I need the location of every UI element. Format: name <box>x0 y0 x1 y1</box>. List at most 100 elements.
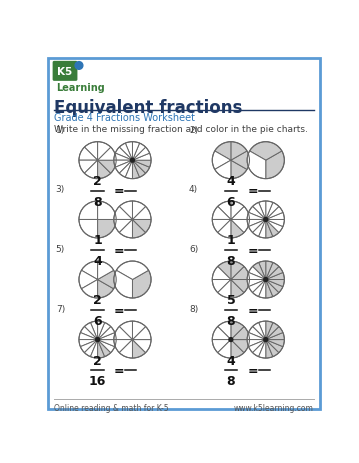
Wedge shape <box>266 263 279 280</box>
Wedge shape <box>231 161 247 179</box>
Wedge shape <box>98 321 105 340</box>
Wedge shape <box>98 327 115 340</box>
Wedge shape <box>218 340 231 358</box>
Wedge shape <box>247 151 266 179</box>
Text: 16: 16 <box>89 375 106 388</box>
Text: 4: 4 <box>227 354 235 367</box>
Wedge shape <box>98 280 114 298</box>
Wedge shape <box>84 161 98 179</box>
Wedge shape <box>266 203 279 220</box>
Wedge shape <box>231 262 244 280</box>
Wedge shape <box>212 340 231 353</box>
Text: =: = <box>114 304 125 317</box>
Text: 8: 8 <box>227 255 235 268</box>
Wedge shape <box>79 201 98 220</box>
Wedge shape <box>253 340 266 357</box>
Wedge shape <box>119 340 132 358</box>
Wedge shape <box>98 201 116 220</box>
Text: 8: 8 <box>227 314 235 327</box>
Wedge shape <box>231 280 250 293</box>
Wedge shape <box>114 161 132 168</box>
Wedge shape <box>114 271 132 298</box>
Text: =: = <box>247 364 258 377</box>
Wedge shape <box>132 220 146 238</box>
Wedge shape <box>98 161 111 179</box>
Wedge shape <box>258 321 266 340</box>
Wedge shape <box>125 161 132 179</box>
Wedge shape <box>247 333 266 340</box>
Wedge shape <box>212 151 231 170</box>
Text: 7): 7) <box>56 305 65 314</box>
Wedge shape <box>247 340 266 347</box>
Wedge shape <box>114 207 132 220</box>
Wedge shape <box>115 148 132 161</box>
Wedge shape <box>132 201 146 220</box>
Circle shape <box>95 338 99 342</box>
Text: 1: 1 <box>93 234 102 247</box>
Wedge shape <box>80 340 98 353</box>
Wedge shape <box>81 280 98 298</box>
Wedge shape <box>132 340 146 358</box>
Text: 4: 4 <box>227 175 235 188</box>
Text: =: = <box>247 185 258 198</box>
Wedge shape <box>125 143 132 161</box>
Wedge shape <box>266 333 284 340</box>
Wedge shape <box>266 340 273 358</box>
Text: =: = <box>247 244 258 257</box>
Wedge shape <box>247 273 266 280</box>
Circle shape <box>229 338 233 342</box>
Wedge shape <box>212 207 231 220</box>
Wedge shape <box>248 280 266 293</box>
Text: Write in the missing fraction and color in the pie charts.: Write in the missing fraction and color … <box>54 125 308 134</box>
Wedge shape <box>266 220 283 233</box>
Text: =: = <box>247 304 258 317</box>
Wedge shape <box>132 321 146 340</box>
Text: www.k5learning.com: www.k5learning.com <box>234 403 314 412</box>
Wedge shape <box>247 280 266 287</box>
Wedge shape <box>98 340 116 347</box>
Wedge shape <box>231 340 244 358</box>
Text: =: = <box>114 185 125 198</box>
Wedge shape <box>266 323 279 340</box>
Text: 2: 2 <box>93 175 102 188</box>
Wedge shape <box>98 333 116 340</box>
Wedge shape <box>79 161 98 174</box>
Wedge shape <box>258 220 266 238</box>
Wedge shape <box>218 262 231 280</box>
Wedge shape <box>258 262 266 280</box>
Wedge shape <box>119 321 132 340</box>
Wedge shape <box>266 340 279 357</box>
Wedge shape <box>258 201 266 220</box>
Wedge shape <box>250 143 282 161</box>
Wedge shape <box>266 220 284 227</box>
Wedge shape <box>215 161 231 179</box>
Wedge shape <box>218 280 231 298</box>
Wedge shape <box>90 321 98 340</box>
Wedge shape <box>253 323 266 340</box>
Wedge shape <box>132 220 151 233</box>
Wedge shape <box>253 220 266 237</box>
Text: Equivalent fractions: Equivalent fractions <box>54 99 243 117</box>
Wedge shape <box>231 207 250 220</box>
Wedge shape <box>114 327 132 340</box>
Text: 4: 4 <box>93 255 102 268</box>
Wedge shape <box>132 161 150 174</box>
Text: 8): 8) <box>189 305 198 314</box>
Wedge shape <box>218 220 231 238</box>
Text: K5: K5 <box>57 67 73 77</box>
Text: 1: 1 <box>227 234 235 247</box>
Wedge shape <box>119 161 132 178</box>
Text: 2: 2 <box>93 294 102 307</box>
Wedge shape <box>266 280 283 293</box>
Wedge shape <box>84 323 98 340</box>
Wedge shape <box>266 280 279 297</box>
Wedge shape <box>119 144 132 161</box>
Text: 2): 2) <box>189 126 198 135</box>
Wedge shape <box>132 143 140 161</box>
Wedge shape <box>253 280 266 297</box>
Circle shape <box>75 63 83 70</box>
Wedge shape <box>132 161 140 179</box>
Wedge shape <box>266 262 273 280</box>
Text: 1): 1) <box>56 126 65 135</box>
Text: 6): 6) <box>189 245 198 254</box>
